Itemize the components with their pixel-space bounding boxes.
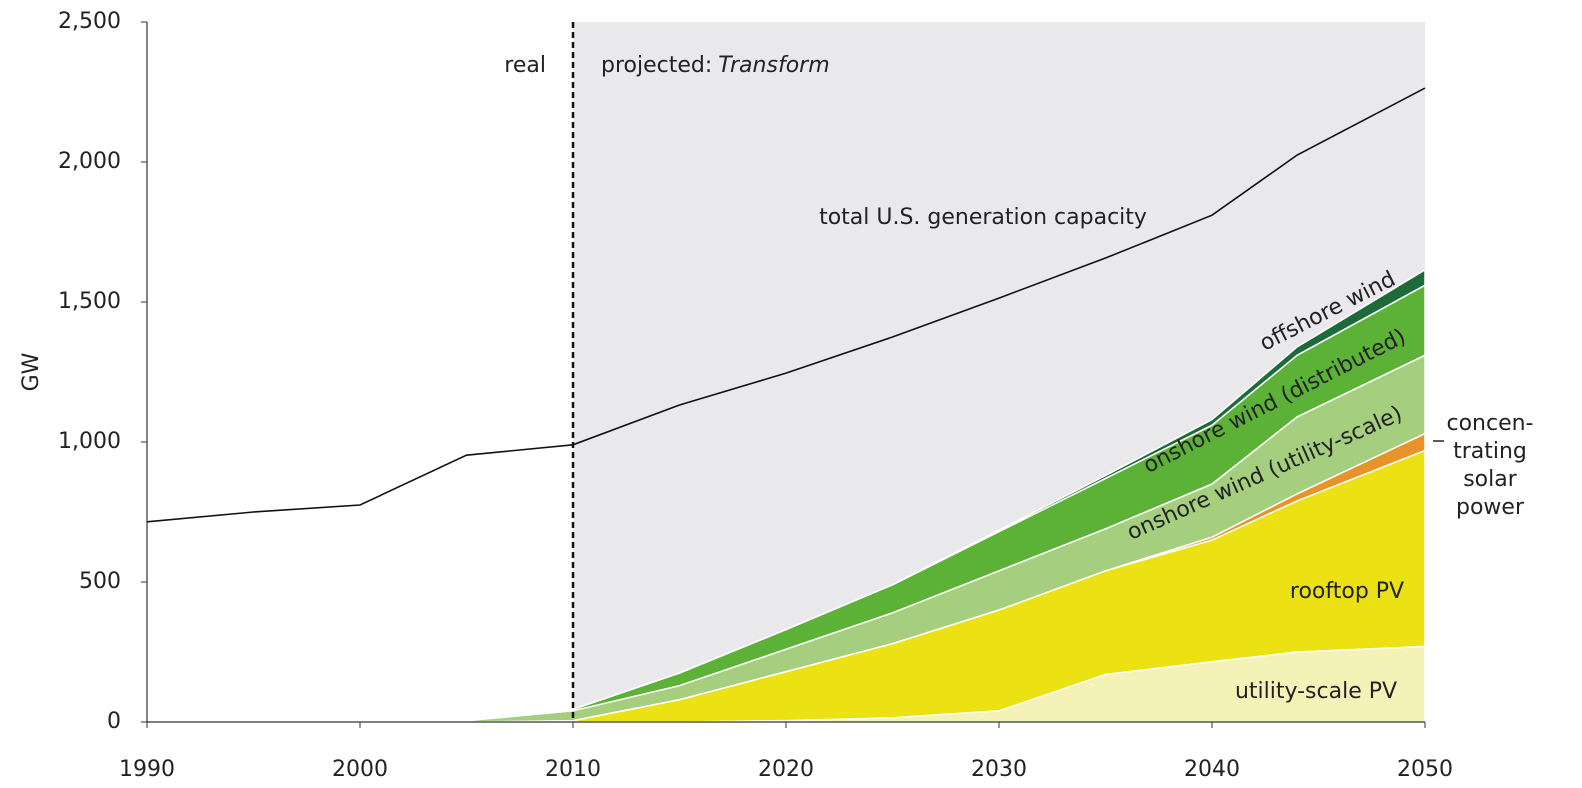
x-tick-label: 2010 [545, 757, 601, 782]
series-label: power [1456, 495, 1525, 520]
y-tick-label: 0 [107, 709, 121, 734]
total-label: total U.S. generation capacity [819, 205, 1147, 230]
series-label: utility-scale PV [1235, 679, 1397, 704]
projected-text: projected: [601, 53, 712, 78]
y-tick-label: 500 [79, 569, 121, 594]
series-label: solar [1463, 467, 1518, 492]
x-tick-label: 1990 [119, 757, 175, 782]
y-tick-label: 1,000 [58, 429, 121, 454]
total-line [146, 87, 1426, 523]
x-tick-label: 2030 [971, 757, 1027, 782]
y-tick-label: 2,500 [58, 9, 121, 34]
series-label: trating [1453, 439, 1527, 464]
projected-label: projected: Transform [601, 53, 830, 78]
x-tick-label: 2050 [1397, 757, 1453, 782]
x-tick-label: 2040 [1184, 757, 1240, 782]
area [146, 269, 1426, 723]
scenario-text: Transform [718, 53, 829, 78]
series-label: concen- [1446, 411, 1533, 436]
series-label: rooftop PV [1290, 579, 1404, 604]
y-axis-label: GW [19, 352, 44, 391]
x-tick-label: 2000 [332, 757, 388, 782]
real-label: real [504, 53, 546, 78]
x-tick-label: 2020 [758, 757, 814, 782]
y-tick-label: 2,000 [58, 149, 121, 174]
y-tick-label: 1,500 [58, 289, 121, 314]
